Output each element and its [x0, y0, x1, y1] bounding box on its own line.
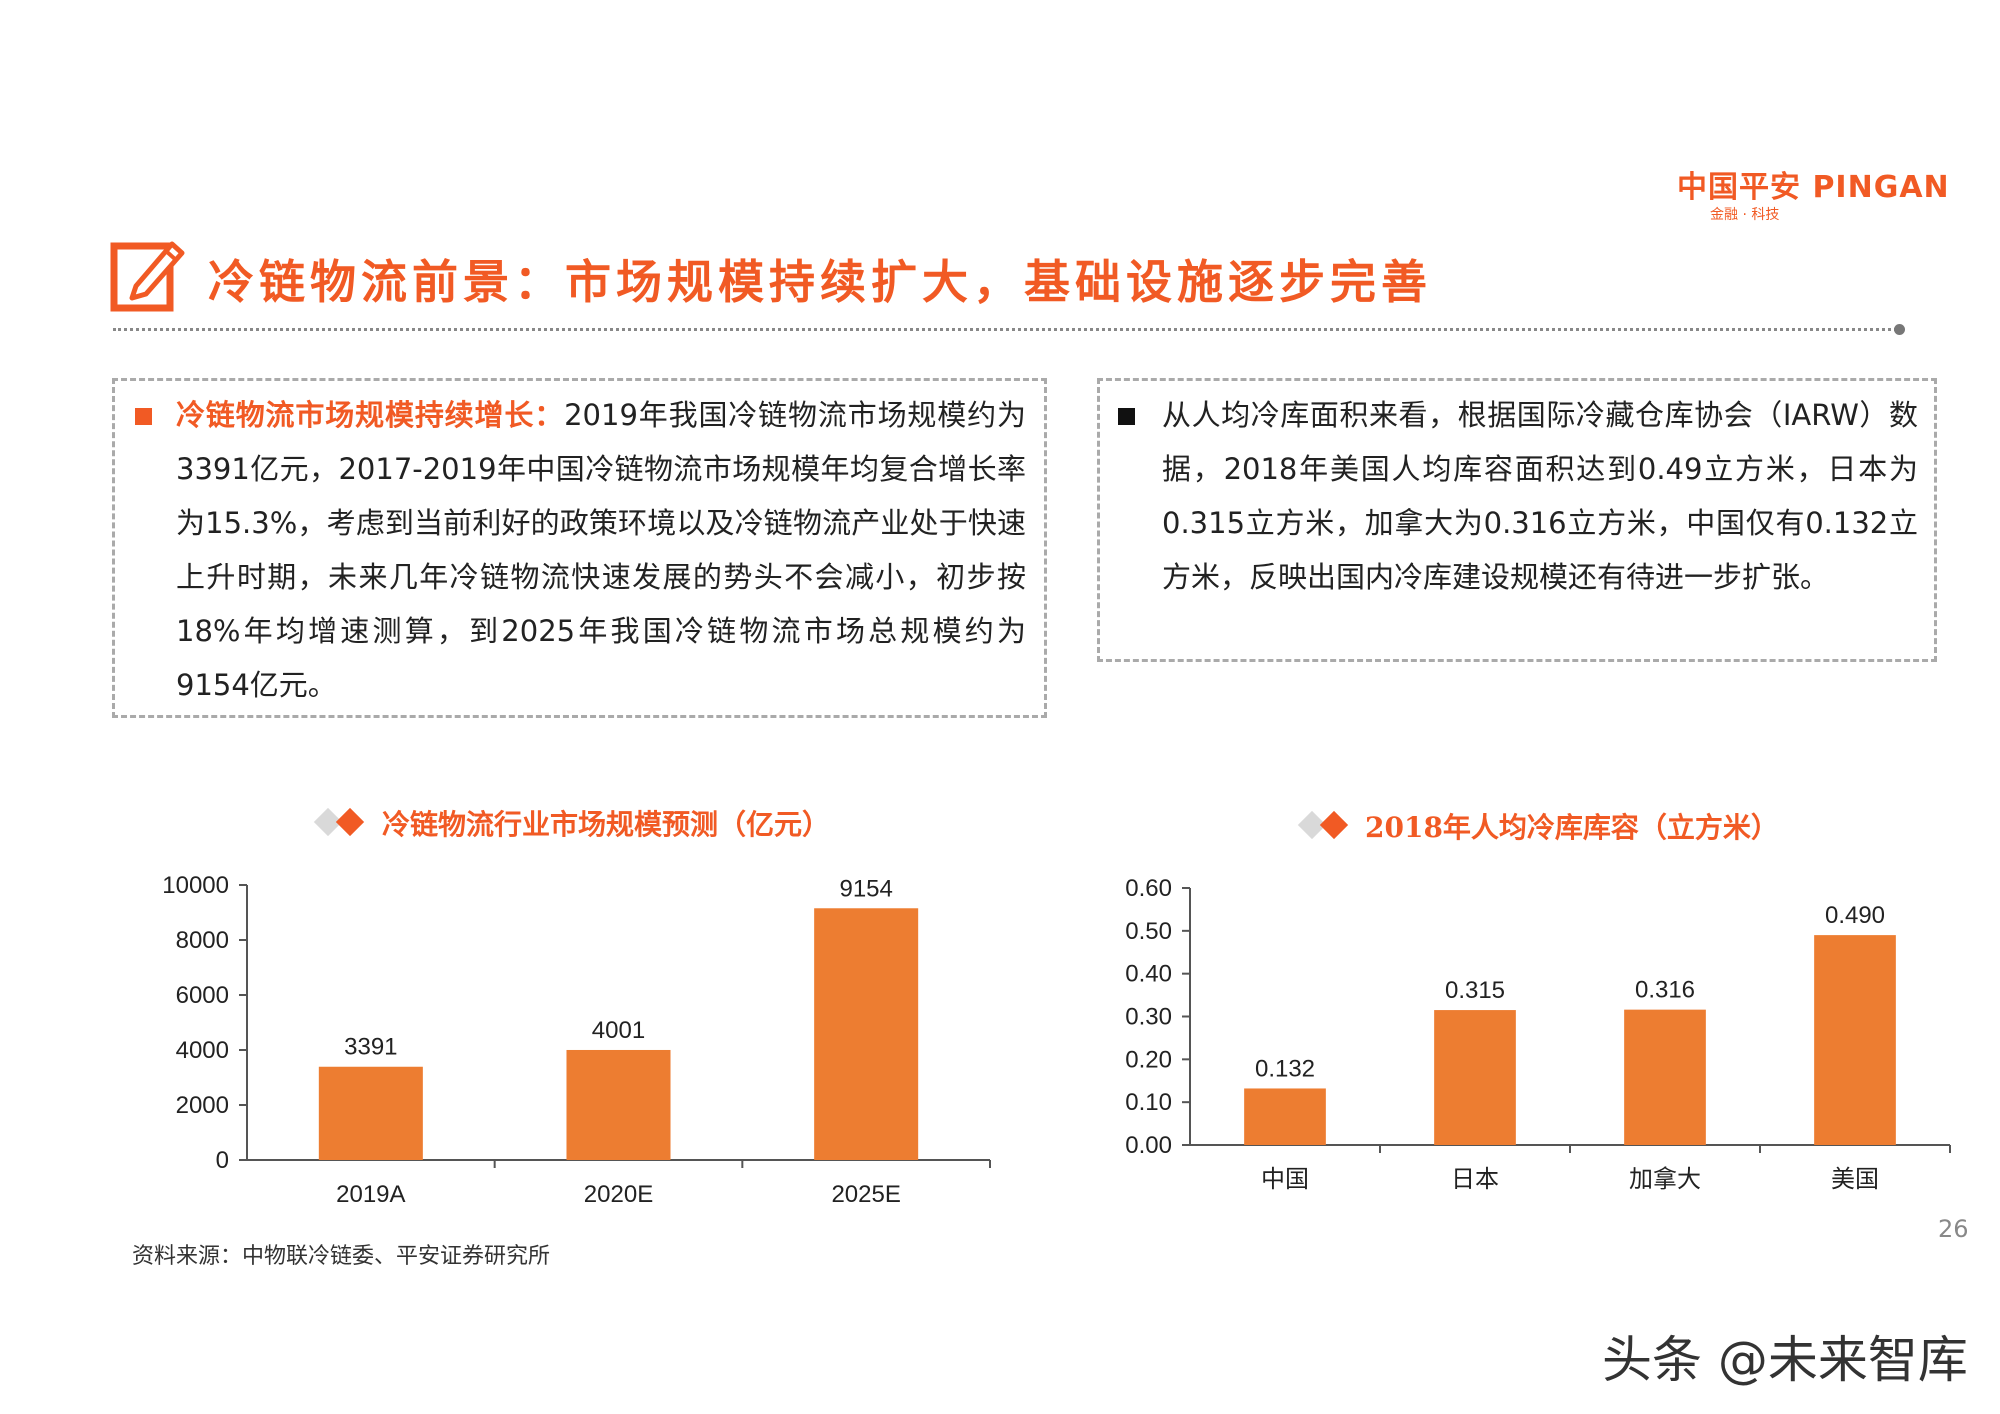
market-size-highlight: 冷链物流市场规模持续增长：	[176, 398, 565, 432]
bar	[318, 1066, 423, 1160]
bullet-square-icon	[1118, 408, 1135, 425]
cold-storage-bar-chart: 0.00 0.10 0.20 0.30 0.40 0.50 0.60 0.132 中国 0.315…	[1125, 875, 1951, 1193]
page-number: 26	[1938, 1215, 1969, 1243]
y-tick-label: 8000	[176, 927, 229, 954]
cold-storage-paragraph: 从人均冷库面积来看，根据国际冷藏仓库协会（IARW）数据，2018年美国人均库容…	[1162, 398, 1918, 594]
bar	[1244, 1088, 1326, 1145]
y-tick-label: 0.00	[1125, 1132, 1172, 1159]
y-tick-label: 0.60	[1125, 875, 1172, 902]
source-note: 资料来源：中物联冷链委、平安证券研究所	[132, 1244, 551, 1269]
diamond-orange-icon	[335, 807, 365, 837]
x-tick-label: 2019A	[336, 1181, 405, 1208]
chart2-title: 2018年人均冷库库容（立方米）	[1365, 811, 1779, 844]
x-tick-label: 中国	[1261, 1166, 1309, 1193]
x-tick-label: 日本	[1451, 1166, 1499, 1193]
y-tick-label: 0.10	[1125, 1089, 1172, 1116]
data-label: 4001	[592, 1017, 645, 1044]
x-tick-label: 2025E	[831, 1181, 900, 1208]
bar	[814, 908, 919, 1160]
data-label: 9154	[839, 875, 892, 902]
data-label: 0.315	[1445, 977, 1505, 1004]
data-label: 0.490	[1825, 902, 1885, 929]
bar	[566, 1049, 671, 1160]
edit-pencil-icon	[110, 241, 185, 312]
chart1-title: 冷链物流行业市场规模预测（亿元）	[382, 808, 831, 841]
y-tick-label: 0.50	[1125, 918, 1172, 945]
x-tick-label: 2020E	[584, 1181, 653, 1208]
market-size-body: 2019年我国冷链物流市场规模约为3391亿元，2017-2019年中国冷链物流…	[176, 398, 1026, 702]
watermark: 头条 @未来智库	[1602, 1331, 1968, 1389]
y-tick-label: 10000	[162, 872, 229, 899]
bar	[1814, 935, 1896, 1145]
y-tick-label: 4000	[176, 1037, 229, 1064]
data-label: 3391	[344, 1034, 397, 1061]
diamond-orange-icon	[1319, 810, 1349, 840]
y-tick-label: 0.40	[1125, 961, 1172, 988]
y-tick-label: 0.20	[1125, 1046, 1172, 1073]
pingan-logo-tagline: 金融 · 科技	[1710, 207, 1780, 223]
market-size-text-box	[112, 378, 1047, 718]
data-label: 0.316	[1635, 977, 1695, 1004]
market-size-paragraph: 冷链物流市场规模持续增长：2019年我国冷链物流市场规模约为3391亿元，201…	[176, 388, 1026, 712]
bar	[1624, 1009, 1706, 1145]
y-tick-label: 2000	[176, 1092, 229, 1119]
y-tick-label: 6000	[176, 982, 229, 1009]
bar	[1434, 1010, 1516, 1145]
x-tick-label: 加拿大	[1629, 1166, 1701, 1193]
page-title: 冷链物流前景：市场规模持续扩大，基础设施逐步完善	[208, 255, 1432, 309]
bullet-square-icon	[135, 408, 152, 425]
title-divider	[113, 328, 1903, 331]
cold-storage-text-box	[1097, 378, 1937, 662]
data-label: 0.132	[1255, 1055, 1315, 1082]
divider-end-dot	[1894, 324, 1905, 335]
x-tick-label: 美国	[1831, 1166, 1879, 1193]
y-tick-label: 0.30	[1125, 1004, 1172, 1031]
market-size-bar-chart: 0 2000 4000 6000 8000 10000 3391 2019A 4001 2020E…	[162, 872, 991, 1208]
y-tick-label: 0	[216, 1147, 229, 1174]
pingan-logo: 中国平安 PINGAN	[1677, 170, 1950, 205]
